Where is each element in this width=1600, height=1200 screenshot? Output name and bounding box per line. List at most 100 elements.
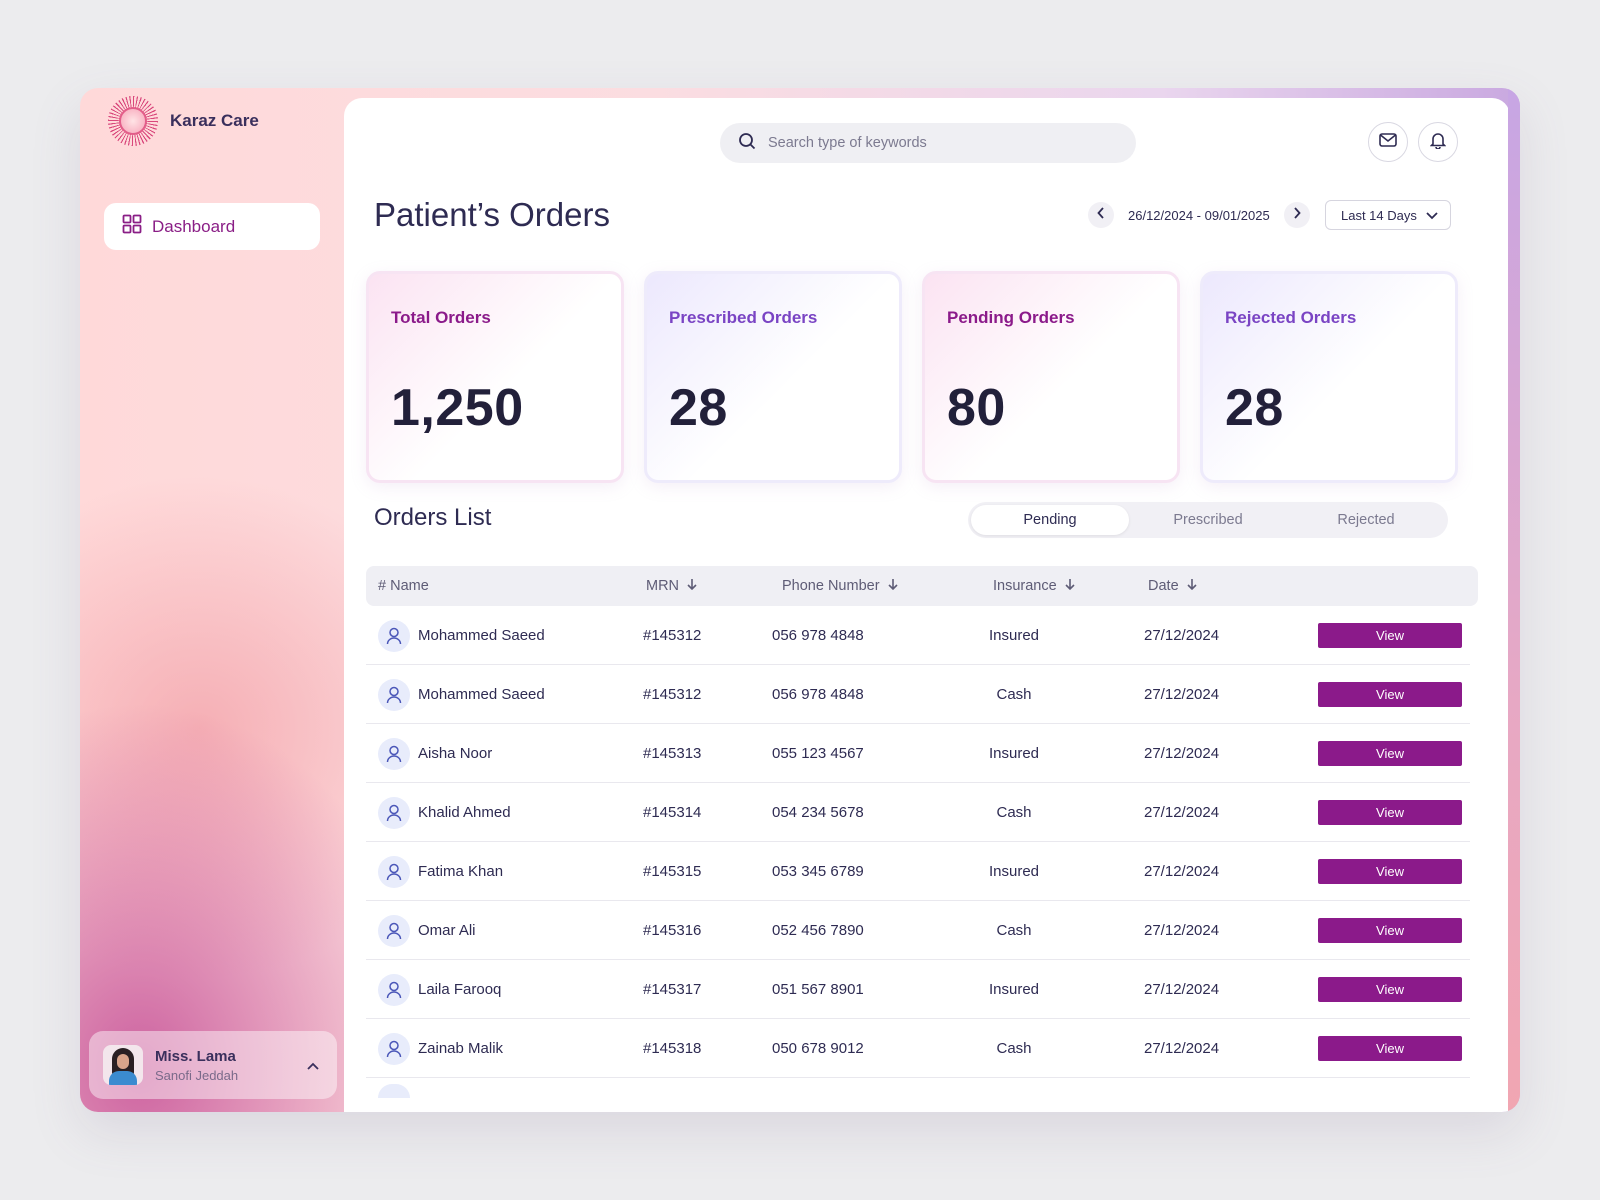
patient-avatar-icon xyxy=(378,914,410,947)
search-input[interactable] xyxy=(768,135,1088,151)
orders-tabs: Pending Prescribed Rejected xyxy=(968,502,1448,538)
main-panel: Patient’s Orders 26/12/2024 - 09/01/2025… xyxy=(344,98,1510,1112)
user-name: Miss. Lama xyxy=(155,1047,236,1065)
patient-mrn: #145312 xyxy=(643,686,702,703)
order-date: 27/12/2024 xyxy=(1144,863,1220,880)
column-date[interactable]: Date xyxy=(1148,566,1197,606)
table-row-partial xyxy=(366,1078,1470,1098)
patient-mrn: #145315 xyxy=(643,863,702,880)
column-label: MRN xyxy=(646,578,680,594)
chevron-right-icon xyxy=(1293,206,1301,224)
page-title: Patient’s Orders xyxy=(374,196,610,233)
table-row: Khalid Ahmed #145314 054 234 5678 Cash 2… xyxy=(366,783,1470,842)
sort-down-icon xyxy=(887,578,898,594)
column-label: Phone Number xyxy=(782,578,880,594)
date-range: 26/12/2024 - 09/01/2025 xyxy=(1128,207,1270,223)
column-label: # Name xyxy=(378,578,429,594)
sidebar-item-label: Dashboard xyxy=(152,216,236,236)
sidebar-item-dashboard[interactable]: Dashboard xyxy=(104,203,320,250)
column-phone[interactable]: Phone Number xyxy=(782,566,898,606)
view-button[interactable]: View xyxy=(1318,859,1462,884)
tab-prescribed[interactable]: Prescribed xyxy=(1173,512,1243,528)
patient-avatar-icon xyxy=(378,796,410,829)
patient-avatar-icon xyxy=(378,973,410,1006)
view-button[interactable]: View xyxy=(1318,741,1462,766)
patient-insurance: Insured xyxy=(988,863,1040,880)
patient-insurance: Cash xyxy=(996,804,1032,821)
patient-mrn: #145318 xyxy=(643,1040,702,1057)
patient-avatar-icon xyxy=(378,855,410,888)
app-name: Karaz Care xyxy=(170,111,259,130)
order-date: 27/12/2024 xyxy=(1144,1040,1220,1057)
stat-value: 80 xyxy=(947,379,1006,437)
order-date: 27/12/2024 xyxy=(1144,627,1220,644)
notifications-button[interactable] xyxy=(1418,122,1458,162)
tab-pending[interactable]: Pending xyxy=(971,505,1129,535)
orders-table-body: Mohammed Saeed #145312 056 978 4848 Insu… xyxy=(366,606,1470,1098)
patient-avatar-icon xyxy=(378,1032,410,1065)
chevron-down-icon xyxy=(1426,208,1438,223)
chevron-up-icon[interactable] xyxy=(307,1057,319,1075)
table-row: Omar Ali #145316 052 456 7890 Cash 27/12… xyxy=(366,901,1470,960)
stat-label: Rejected Orders xyxy=(1225,308,1357,327)
view-button[interactable]: View xyxy=(1318,977,1462,1002)
patient-phone: 056 978 4848 xyxy=(772,627,864,644)
stat-label: Pending Orders xyxy=(947,308,1075,327)
range-dropdown[interactable]: Last 14 Days xyxy=(1325,200,1451,230)
column-name[interactable]: # Name xyxy=(378,566,429,606)
stat-card-pending: Pending Orders 80 xyxy=(922,271,1180,483)
patient-phone: 056 978 4848 xyxy=(772,686,864,703)
table-row: Mohammed Saeed #145312 056 978 4848 Cash… xyxy=(366,665,1470,724)
tab-rejected[interactable]: Rejected xyxy=(1337,512,1395,528)
patient-mrn: #145313 xyxy=(643,745,702,762)
sort-down-icon xyxy=(687,578,697,594)
view-button[interactable]: View xyxy=(1318,1036,1462,1061)
order-date: 27/12/2024 xyxy=(1144,922,1220,939)
range-dropdown-value: Last 14 Days xyxy=(1341,207,1417,223)
next-period-button[interactable] xyxy=(1283,202,1310,228)
patient-insurance: Cash xyxy=(996,686,1032,703)
patient-name: Khalid Ahmed xyxy=(418,804,511,821)
column-label: Insurance xyxy=(993,578,1057,594)
patient-phone: 050 678 9012 xyxy=(772,1040,864,1057)
patient-avatar-icon xyxy=(378,1084,410,1098)
view-button[interactable]: View xyxy=(1318,623,1462,648)
stat-card-prescribed: Prescribed Orders 28 xyxy=(644,271,902,483)
bell-icon xyxy=(1429,131,1447,154)
patient-name: Omar Ali xyxy=(418,922,476,939)
previous-period-button[interactable] xyxy=(1088,202,1114,228)
view-button[interactable]: View xyxy=(1318,918,1462,943)
view-button[interactable]: View xyxy=(1318,800,1462,825)
mail-button[interactable] xyxy=(1368,122,1408,162)
patient-phone: 054 234 5678 xyxy=(772,804,864,821)
patient-insurance: Insured xyxy=(988,627,1040,644)
search-icon xyxy=(738,132,756,155)
avatar xyxy=(103,1045,143,1085)
patient-name: Fatima Khan xyxy=(418,863,504,880)
search-bar[interactable] xyxy=(720,123,1136,163)
patient-name: Laila Farooq xyxy=(418,981,502,998)
patient-name: Mohammed Saeed xyxy=(418,686,545,703)
stat-card-total: Total Orders 1,250 xyxy=(366,271,624,483)
patient-mrn: #145312 xyxy=(643,627,702,644)
user-menu[interactable]: Miss. Lama Sanofi Jeddah xyxy=(89,1031,337,1099)
sort-down-icon xyxy=(1065,578,1075,594)
grid-icon xyxy=(122,214,142,239)
user-org: Sanofi Jeddah xyxy=(155,1067,239,1083)
order-date: 27/12/2024 xyxy=(1144,981,1220,998)
column-mrn[interactable]: MRN xyxy=(646,566,697,606)
logo: Karaz Care xyxy=(108,96,259,146)
view-button[interactable]: View xyxy=(1318,682,1462,707)
patient-phone: 052 456 7890 xyxy=(772,922,864,939)
table-row: Mohammed Saeed #145312 056 978 4848 Insu… xyxy=(366,606,1470,665)
column-label: Date xyxy=(1148,578,1179,594)
date-navigator: 26/12/2024 - 09/01/2025 xyxy=(1088,202,1310,228)
patient-insurance: Cash xyxy=(996,922,1032,939)
table-row: Laila Farooq #145317 051 567 8901 Insure… xyxy=(366,960,1470,1019)
patient-name: Aisha Noor xyxy=(418,745,493,762)
column-insurance[interactable]: Insurance xyxy=(993,566,1075,606)
patient-avatar-icon xyxy=(378,678,410,711)
patient-avatar-icon xyxy=(378,737,410,770)
table-row: Zainab Malik #145318 050 678 9012 Cash 2… xyxy=(366,1019,1470,1078)
patient-mrn: #145317 xyxy=(643,981,702,998)
